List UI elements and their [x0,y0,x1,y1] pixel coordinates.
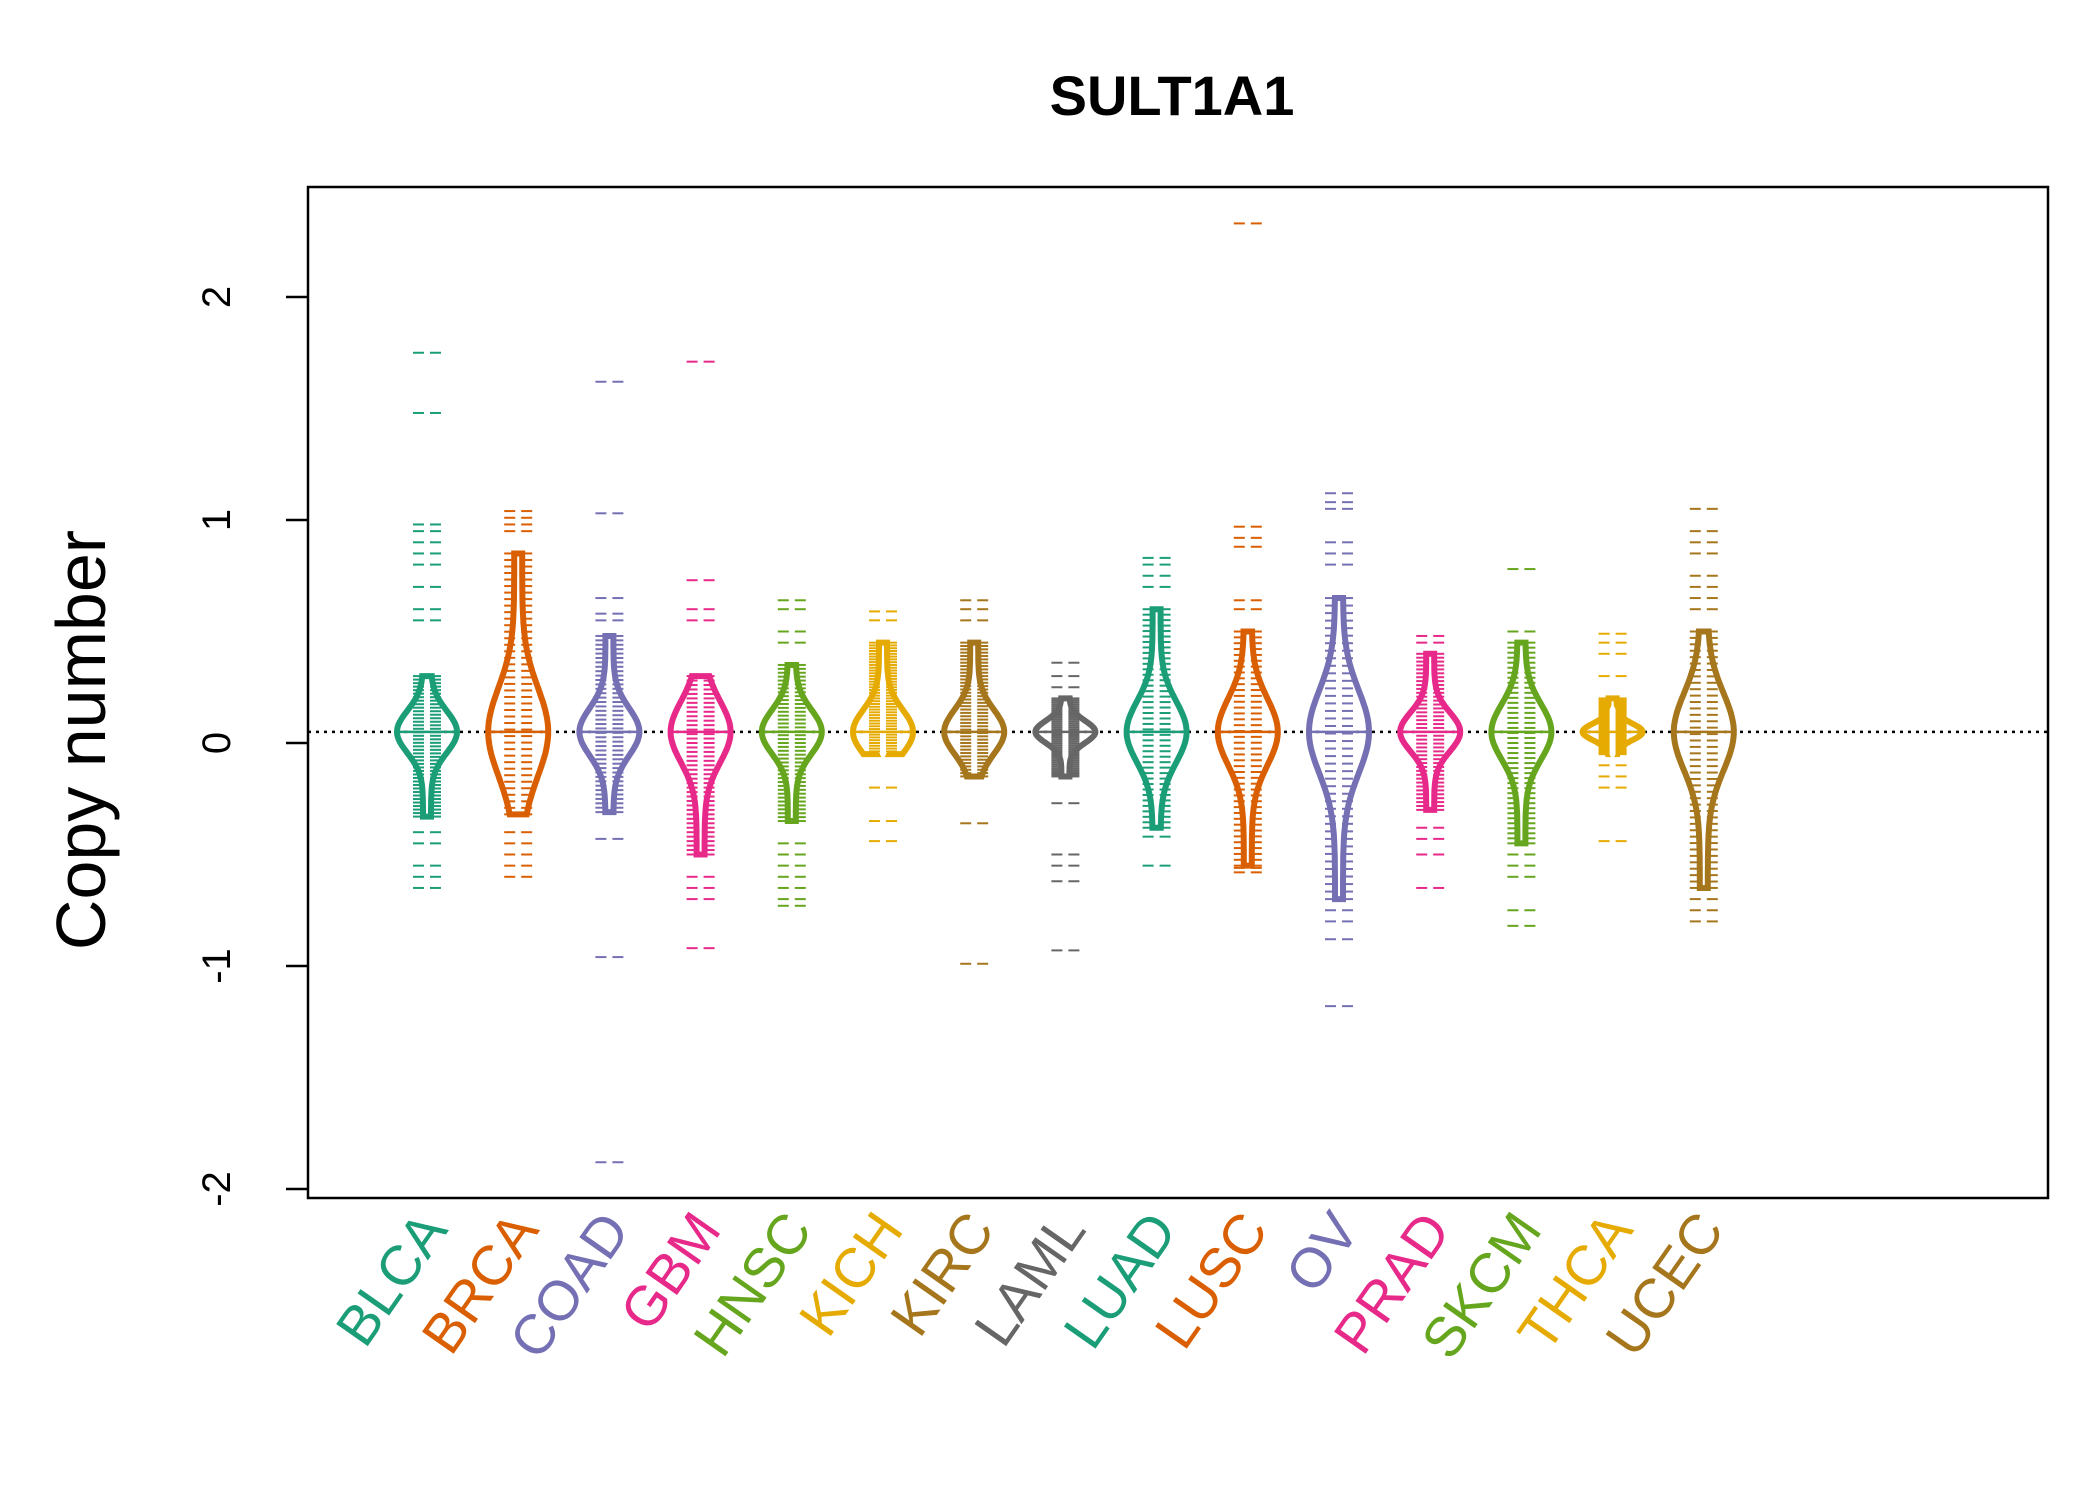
y-tick-label: -1 [195,948,239,984]
bean-prad [1397,634,1464,889]
bean-lusc [1214,222,1281,874]
y-axis: -2 -1 0 1 2 [195,185,2050,1207]
bean-outline [667,673,734,858]
y-tick-label: 0 [195,732,239,754]
bean-blca [393,351,461,889]
y-axis-label: Copy number [42,530,120,950]
bean-ucec [1670,507,1737,923]
bean-kirc [941,599,1008,965]
chart-title: SULT1A1 [1050,64,1295,127]
y-tick-label: 1 [195,509,239,531]
y-tick-label: -2 [195,1171,239,1207]
x-axis-tick-labels: BLCABRCACOADGBMHNSCKICHKIRCLAMLLUADLUSCO… [323,1200,1735,1369]
plot-border [306,185,2050,1200]
bean-hnsc [758,599,825,907]
bean-coad [576,380,643,1164]
bean-skcm [1488,568,1555,927]
bean-luad [1123,556,1190,867]
x-tick-label-kich: KICH [786,1201,914,1347]
bean-gbm [667,360,734,950]
bean-ov [1305,492,1373,1008]
bean-kich [849,610,917,843]
bean-brca [485,510,552,878]
y-tick-label: 2 [195,286,239,308]
bean-thca [1579,632,1646,843]
bean-laml [1032,661,1099,952]
plot-area [308,222,2048,1164]
bean-outline [485,550,552,818]
